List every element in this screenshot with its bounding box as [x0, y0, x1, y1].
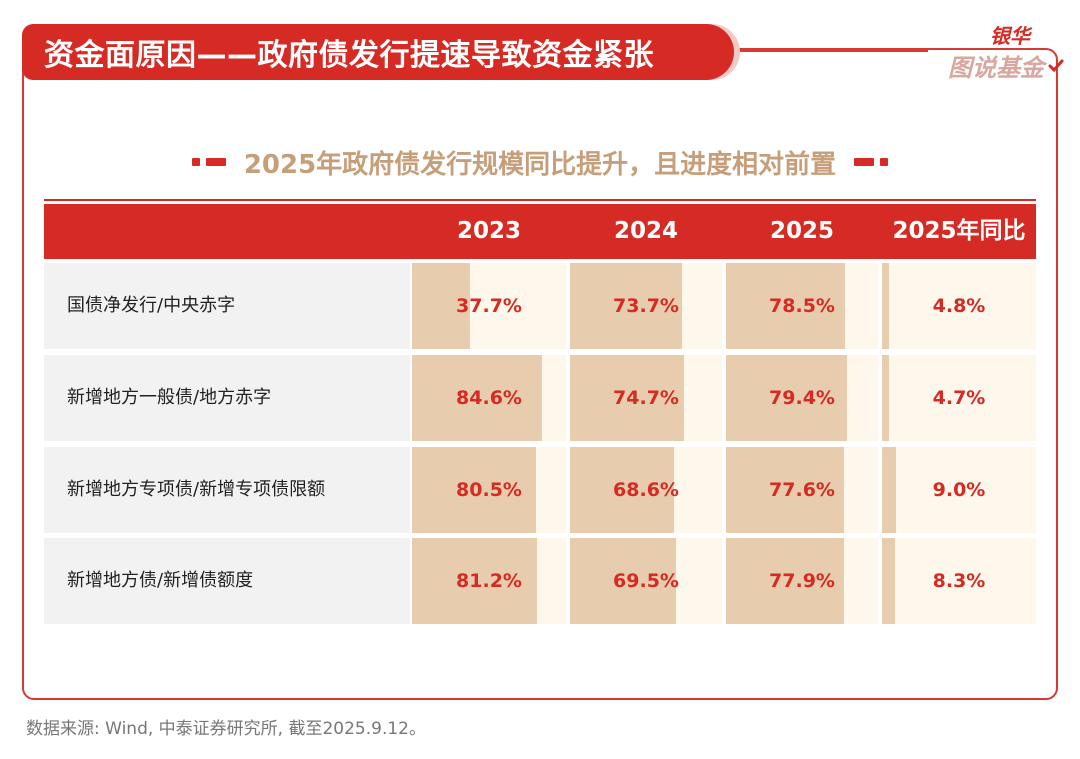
table-title: 2025年政府债发行规模同比提升，且进度相对前置	[243, 149, 837, 180]
cell-2023: 37.7%	[412, 263, 566, 349]
brand-logo: 银华 图说基金	[944, 20, 1066, 90]
value-label: 4.7%	[932, 387, 986, 409]
logo-text-top: 银华	[990, 24, 1030, 48]
cell-yoy: 9.0%	[882, 447, 1036, 533]
value-bar	[726, 263, 846, 349]
value-label: 79.4%	[769, 387, 835, 409]
check-icon	[1048, 59, 1064, 73]
value-bar	[882, 538, 895, 624]
column-header-2025: 2025	[769, 218, 834, 244]
logo-text-bottom: 图说基金	[948, 54, 1044, 82]
cell-2023: 80.5%	[412, 447, 566, 533]
title-deco-right	[854, 158, 889, 166]
value-bar	[570, 355, 684, 441]
value-bar	[412, 538, 538, 624]
page-title: 资金面原因——政府债发行提速导致资金紧张	[44, 38, 654, 73]
cell-2024: 74.7%	[570, 355, 722, 441]
cell-2025: 79.4%	[726, 355, 878, 441]
value-label: 68.6%	[613, 479, 679, 501]
value-bar	[412, 263, 471, 349]
value-bar	[412, 447, 536, 533]
cell-2025: 78.5%	[726, 263, 878, 349]
value-label: 73.7%	[613, 295, 679, 317]
value-label: 81.2%	[456, 570, 522, 592]
row-label: 新增地方债/新增债额度	[44, 538, 410, 624]
column-header-2024: 2024	[613, 218, 678, 244]
table-row: 新增地方一般债/地方赤字 84.6% 74.7% 79.4% 4.7%	[44, 355, 1036, 441]
table-top-rule	[44, 199, 1036, 201]
value-bar	[726, 447, 844, 533]
cell-yoy: 4.7%	[882, 355, 1036, 441]
column-header-2023: 2023	[456, 218, 521, 244]
value-label: 69.5%	[613, 570, 679, 592]
value-label: 80.5%	[456, 479, 522, 501]
cell-2025: 77.9%	[726, 538, 878, 624]
cell-yoy: 4.8%	[882, 263, 1036, 349]
value-bar	[882, 355, 890, 441]
value-label: 37.7%	[456, 295, 522, 317]
table-title-row: 2025年政府债发行规模同比提升，且进度相对前置	[150, 142, 930, 182]
value-bar	[412, 355, 543, 441]
value-label: 77.9%	[769, 570, 835, 592]
title-deco-left	[191, 158, 226, 166]
title-banner: 资金面原因——政府债发行提速导致资金紧张	[22, 24, 734, 80]
table-row: 国债净发行/中央赤字 37.7% 73.7% 78.5% 4.8%	[44, 263, 1036, 349]
cell-2023: 84.6%	[412, 355, 566, 441]
table-header: 2023 2024 2025 2025年同比	[44, 204, 1036, 259]
row-label: 国债净发行/中央赤字	[44, 263, 410, 349]
value-bar	[570, 447, 675, 533]
cell-2024: 68.6%	[570, 447, 722, 533]
value-label: 78.5%	[769, 295, 835, 317]
column-header-yoy: 2025年同比	[892, 218, 1026, 244]
value-bar	[882, 447, 896, 533]
row-label: 新增地方专项债/新增专项债限额	[44, 447, 410, 533]
cell-yoy: 8.3%	[882, 538, 1036, 624]
header-divider	[740, 50, 928, 52]
table-row: 新增地方专项债/新增专项债限额 80.5% 68.6% 77.6% 9.0%	[44, 447, 1036, 533]
value-bar	[726, 355, 847, 441]
value-label: 84.6%	[456, 387, 522, 409]
value-label: 8.3%	[932, 570, 986, 592]
value-bar	[726, 538, 845, 624]
value-label: 4.8%	[932, 295, 986, 317]
data-source-note: 数据来源: Wind, 中泰证券研究所, 截至2025.9.12。	[26, 719, 426, 739]
table-row: 新增地方债/新增债额度 81.2% 69.5% 77.9% 8.3%	[44, 538, 1036, 624]
cell-2024: 73.7%	[570, 263, 722, 349]
value-bar	[570, 538, 676, 624]
value-bar	[570, 263, 683, 349]
row-label: 新增地方一般债/地方赤字	[44, 355, 410, 441]
value-label: 74.7%	[613, 387, 679, 409]
cell-2023: 81.2%	[412, 538, 566, 624]
value-label: 9.0%	[932, 479, 986, 501]
cell-2025: 77.6%	[726, 447, 878, 533]
value-bar	[882, 263, 890, 349]
cell-2024: 69.5%	[570, 538, 722, 624]
value-label: 77.6%	[769, 479, 835, 501]
